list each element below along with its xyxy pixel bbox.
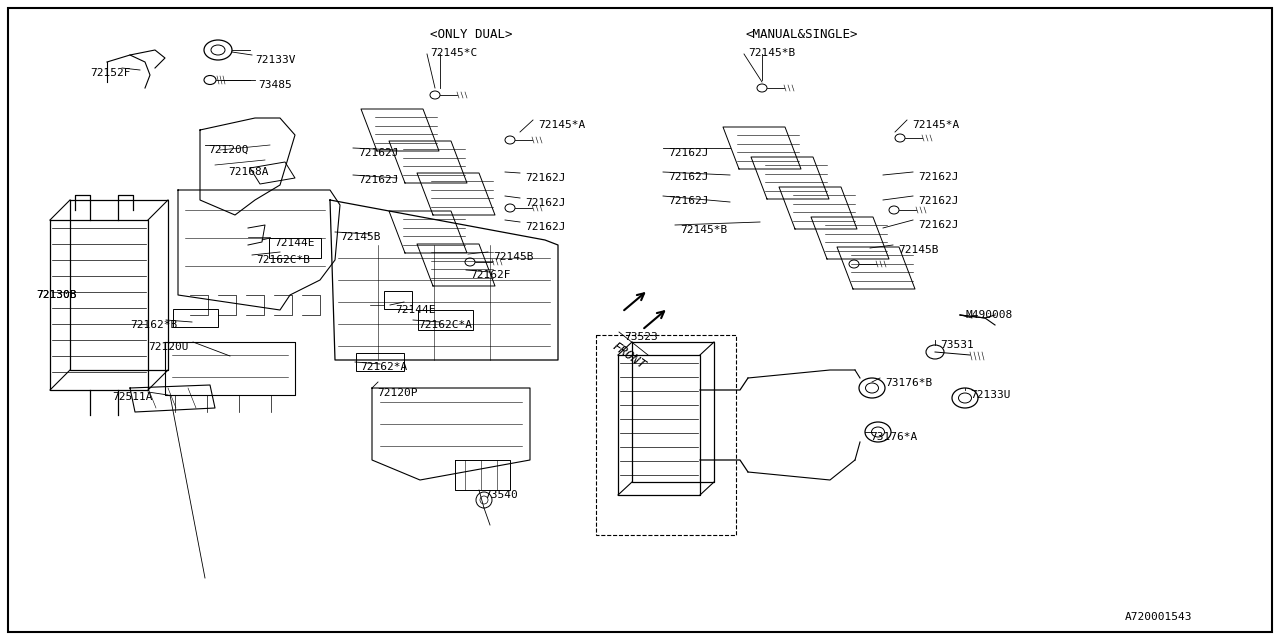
Text: 72133V: 72133V [255, 55, 296, 65]
Text: 72120P: 72120P [378, 388, 417, 398]
Bar [173, 309, 218, 327]
Text: 72145*B: 72145*B [680, 225, 727, 235]
Text: 72162J: 72162J [668, 148, 709, 158]
Bar [356, 353, 404, 371]
Bar [596, 335, 736, 535]
Text: 72130B: 72130B [36, 290, 77, 300]
Text: 72145B: 72145B [493, 252, 534, 262]
Text: 72145B: 72145B [899, 245, 938, 255]
Text: 72145B: 72145B [340, 232, 380, 242]
Text: 72145*A: 72145*A [911, 120, 959, 130]
Text: 73176*A: 73176*A [870, 432, 918, 442]
Text: 72162*A: 72162*A [360, 362, 407, 372]
Text: <MANUAL&SINGLE>: <MANUAL&SINGLE> [745, 28, 858, 41]
Text: 72130B: 72130B [36, 290, 77, 300]
Text: 72162J: 72162J [918, 220, 959, 230]
Text: 72162*B: 72162*B [131, 320, 177, 330]
Text: 72162J: 72162J [918, 172, 959, 182]
Text: 72162J: 72162J [525, 173, 566, 183]
Text: 73485: 73485 [259, 80, 292, 90]
Text: 72120Q: 72120Q [207, 145, 248, 155]
Text: 72120U: 72120U [148, 342, 188, 352]
Text: 72162J: 72162J [358, 148, 398, 158]
Text: 72162J: 72162J [525, 222, 566, 232]
Text: 72145*A: 72145*A [538, 120, 585, 130]
Text: 72168A: 72168A [228, 167, 269, 177]
Text: 73176*B: 73176*B [884, 378, 932, 388]
Bar [417, 310, 472, 330]
Text: 72162J: 72162J [918, 196, 959, 206]
Text: 73531: 73531 [940, 340, 974, 350]
Text: 72145*C: 72145*C [430, 48, 477, 58]
Bar [269, 238, 321, 258]
Bar [384, 291, 412, 309]
Text: A720001543: A720001543 [1125, 612, 1193, 622]
Text: 72162J: 72162J [668, 196, 709, 206]
Text: 72162J: 72162J [525, 198, 566, 208]
Text: 72511A: 72511A [113, 392, 152, 402]
Text: 72144E: 72144E [396, 305, 435, 315]
Text: 72162J: 72162J [358, 175, 398, 185]
Text: FRONT: FRONT [611, 340, 648, 372]
Text: <ONLY DUAL>: <ONLY DUAL> [430, 28, 512, 41]
Text: 72162C*A: 72162C*A [419, 320, 472, 330]
Text: M490008: M490008 [965, 310, 1012, 320]
Text: 72162C*B: 72162C*B [256, 255, 310, 265]
Text: 72162F: 72162F [470, 270, 511, 280]
Text: 72133U: 72133U [970, 390, 1010, 400]
Text: 72144E: 72144E [274, 238, 315, 248]
Text: 72162J: 72162J [668, 172, 709, 182]
Text: 73523: 73523 [625, 332, 658, 342]
Text: 72152F: 72152F [90, 68, 131, 78]
Text: 73540: 73540 [484, 490, 517, 500]
Text: 72145*B: 72145*B [748, 48, 795, 58]
